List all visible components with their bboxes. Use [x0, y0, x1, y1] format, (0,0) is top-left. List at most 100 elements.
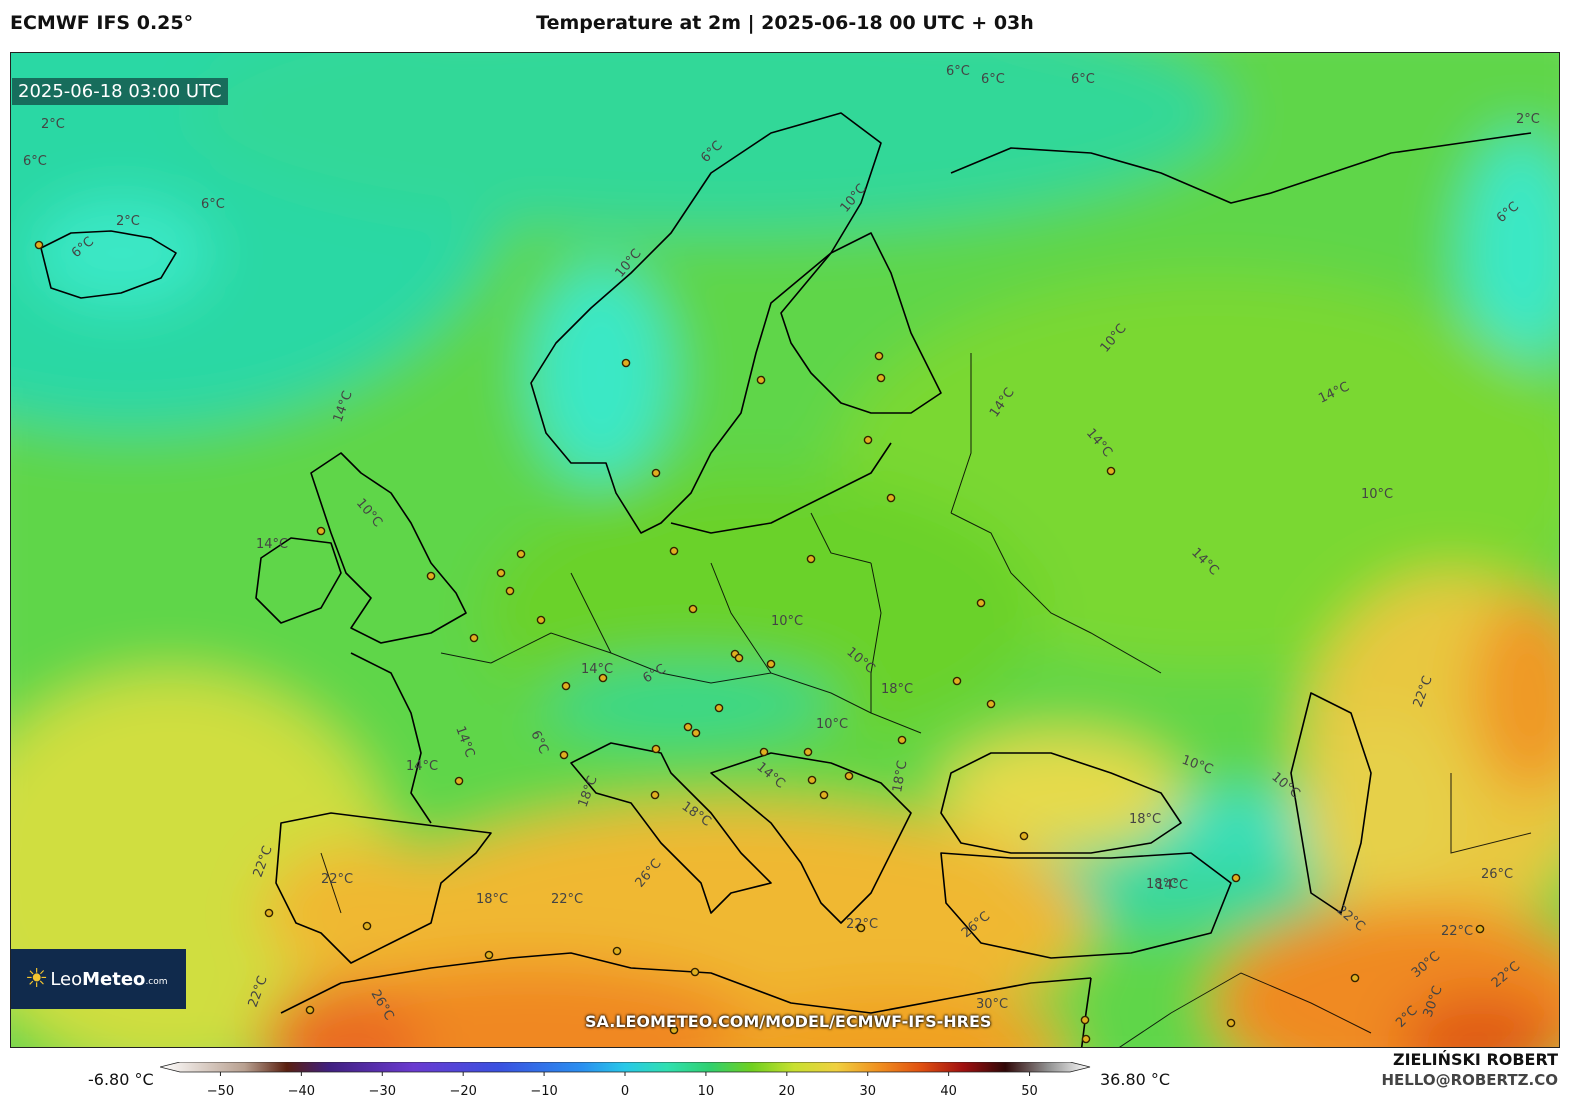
city-marker[interactable] — [264, 908, 274, 918]
map-title: Temperature at 2m | 2025-06-18 00 UTC + … — [536, 12, 1034, 34]
city-marker[interactable] — [683, 722, 693, 732]
colorbar-tick-label: −30 — [369, 1084, 396, 1099]
city-marker[interactable] — [598, 673, 608, 683]
city-marker[interactable] — [874, 351, 884, 361]
author-email[interactable]: HELLO@ROBERTZ.CO — [1381, 1071, 1558, 1089]
website-watermark[interactable]: SA.LEOMETEO.COM/MODEL/ECMWF-IFS-HRES — [585, 1012, 992, 1031]
border-line — [490, 632, 922, 734]
city-marker[interactable] — [454, 776, 464, 786]
city-marker[interactable] — [734, 653, 744, 663]
border-line — [1119, 972, 1372, 1047]
city-marker[interactable] — [756, 375, 766, 385]
city-marker[interactable] — [886, 493, 896, 503]
city-marker[interactable] — [1019, 831, 1029, 841]
city-marker[interactable] — [621, 358, 631, 368]
city-marker[interactable] — [1475, 924, 1485, 934]
city-marker[interactable] — [952, 676, 962, 686]
border-line — [570, 572, 612, 654]
city-marker[interactable] — [651, 744, 661, 754]
city-marker[interactable] — [505, 586, 515, 596]
warm-black-sea — [941, 733, 1181, 853]
city-marker[interactable] — [986, 699, 996, 709]
coastlines — [40, 112, 1532, 1047]
city-marker[interactable] — [844, 771, 854, 781]
city-marker[interactable] — [897, 735, 907, 745]
city-marker[interactable] — [803, 747, 813, 757]
ireland-outline — [255, 537, 342, 624]
colorbar-tick-label: 0 — [621, 1084, 629, 1099]
cold-arctic — [191, 53, 1231, 233]
city-marker[interactable] — [426, 571, 436, 581]
city-marker[interactable] — [651, 468, 661, 478]
city-marker[interactable] — [876, 373, 886, 383]
border-line — [950, 353, 972, 514]
hot-central-asia — [1471, 593, 1559, 793]
city-marker[interactable] — [362, 921, 372, 931]
city-marker[interactable] — [669, 546, 679, 556]
border-line — [710, 562, 772, 674]
city-marker[interactable] — [807, 775, 817, 785]
colorbar-tick-label: 50 — [1021, 1084, 1038, 1099]
city-marker[interactable] — [1226, 1018, 1236, 1028]
contour-label: 6°C — [23, 154, 47, 169]
city-marker[interactable] — [976, 598, 986, 608]
city-marker[interactable] — [806, 554, 816, 564]
contour-label: 18°C — [1146, 877, 1178, 892]
city-marker[interactable] — [1350, 973, 1360, 983]
italy-outline — [570, 742, 772, 914]
balkans-outline — [710, 752, 912, 924]
city-marker[interactable] — [714, 703, 724, 713]
city-marker[interactable] — [536, 615, 546, 625]
city-marker[interactable] — [669, 1025, 679, 1035]
borders — [320, 353, 1532, 1047]
city-marker[interactable] — [759, 747, 769, 757]
border-line — [950, 512, 1162, 674]
city-marker[interactable] — [863, 435, 873, 445]
city-marker[interactable] — [484, 950, 494, 960]
city-marker[interactable] — [1106, 466, 1116, 476]
city-marker[interactable] — [1231, 873, 1241, 883]
colorbar-ticks: −50 −40 −30 −20 −10 0 10 20 30 40 50 — [207, 1072, 1038, 1099]
border-line — [810, 512, 872, 564]
hot-iraq — [1401, 993, 1559, 1047]
logo-brand-suffix: .com — [145, 977, 168, 987]
city-marker[interactable] — [559, 750, 569, 760]
city-marker[interactable] — [561, 681, 571, 691]
cool-caucasus — [1141, 793, 1341, 853]
colorbar-tick-label: −40 — [288, 1084, 315, 1099]
leometeo-logo[interactable]: ☀ Leo Meteo .com — [11, 949, 186, 1009]
contour-label: 10°C — [1361, 487, 1393, 502]
city-marker[interactable] — [516, 549, 526, 559]
caspian-outline — [1290, 692, 1372, 914]
city-marker[interactable] — [1080, 1015, 1090, 1025]
city-marker[interactable] — [688, 604, 698, 614]
cool-alps — [541, 663, 841, 743]
black-sea-outline — [940, 752, 1182, 854]
city-marker[interactable] — [766, 659, 776, 669]
cold-iceland — [31, 198, 211, 308]
city-marker[interactable] — [819, 790, 829, 800]
city-marker[interactable] — [612, 946, 622, 956]
contour-label: 2°C — [1516, 112, 1540, 127]
contour-label: 10°C — [771, 614, 803, 629]
contour-label: 6°C — [1071, 72, 1095, 87]
temperature-map[interactable]: 2°C 6°C 6°C 2°C 6°C 6°C 6°C 6°C 6°C 10°C 10°C 14°C 1… — [10, 52, 1560, 1048]
city-marker[interactable] — [856, 923, 866, 933]
city-marker[interactable] — [1081, 1034, 1091, 1044]
city-marker[interactable] — [690, 967, 700, 977]
city-marker[interactable] — [650, 790, 660, 800]
contour-label: 14°C — [581, 662, 613, 677]
arctic-russia-coast — [950, 132, 1532, 204]
contour-label: 18°C — [890, 759, 910, 793]
city-marker[interactable] — [469, 633, 479, 643]
great-britain-outline — [310, 452, 467, 644]
contour-label: 2°C — [41, 117, 65, 132]
city-marker[interactable] — [305, 1005, 315, 1015]
model-name: ECMWF IFS 0.25° — [10, 12, 194, 34]
city-marker[interactable] — [316, 526, 326, 536]
colorbar-tick-label: 30 — [859, 1084, 876, 1099]
iberia-outline — [275, 812, 492, 964]
city-marker[interactable] — [691, 728, 701, 738]
city-marker[interactable] — [496, 568, 506, 578]
city-marker[interactable] — [34, 240, 44, 250]
